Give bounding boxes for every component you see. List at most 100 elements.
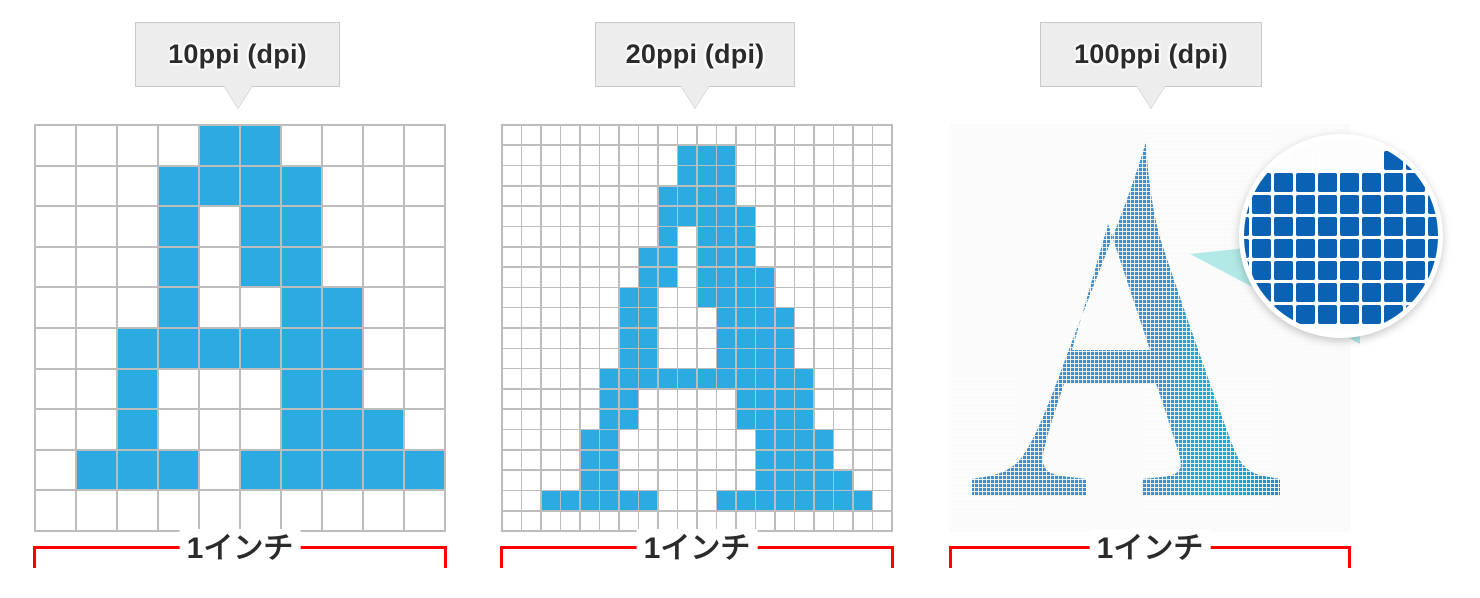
pixel-cell	[639, 369, 658, 389]
pixel-cell	[580, 491, 599, 511]
pixel-cell	[697, 450, 716, 470]
pixel-cell	[200, 410, 239, 449]
lens-pixel-cell	[1362, 217, 1381, 236]
pixel-cell	[873, 145, 892, 165]
pixel-cell	[619, 267, 638, 287]
pixel-cell	[502, 227, 521, 246]
pixel-cell	[580, 450, 599, 470]
pixel-cell	[364, 369, 403, 409]
lens-pixel-cell	[1428, 173, 1438, 192]
pixel-cell	[502, 369, 521, 389]
lens-pixel-cell	[1428, 151, 1438, 170]
pixel-cell	[717, 491, 736, 511]
lens-pixel-cell	[1252, 195, 1271, 214]
pixel-cell	[323, 491, 362, 530]
pixel-cell	[561, 511, 580, 531]
pixel-cell	[795, 349, 814, 368]
pixel-cell	[580, 288, 599, 307]
pixel-cell	[282, 328, 321, 368]
pixel-cell	[241, 288, 280, 327]
pixel-cell	[619, 166, 638, 185]
lens-pixel-cell	[1428, 195, 1438, 214]
pixel-cell	[775, 491, 794, 511]
lens-pixel-cell	[1296, 239, 1315, 258]
pixel-cell	[795, 308, 814, 328]
ruler-label-ppi-10: 1インチ	[179, 529, 301, 569]
pixel-cell	[873, 288, 892, 307]
lens-pixel-cell	[1318, 261, 1337, 280]
pixel-cell	[814, 471, 833, 490]
lens-pixel-cell	[1406, 283, 1425, 302]
pixel-cell	[853, 206, 872, 226]
pixel-cell	[717, 125, 736, 145]
pixel-cell	[736, 145, 755, 165]
pixel-cell	[36, 126, 75, 165]
pixel-cell	[834, 389, 853, 409]
pixel-cell	[814, 349, 833, 368]
pixel-cell	[658, 288, 677, 307]
lens-pixel-cell	[1406, 139, 1425, 148]
pixel-cell	[697, 227, 716, 246]
pixel-cell	[502, 328, 521, 348]
pixel-cell	[580, 267, 599, 287]
pixel-cell	[522, 145, 541, 165]
pixel-cell	[678, 288, 697, 307]
pixel-cell	[561, 328, 580, 348]
pixel-cell	[873, 267, 892, 287]
pixel-cell	[639, 430, 658, 450]
pixel-cell	[736, 166, 755, 185]
pixel-cell	[717, 349, 736, 368]
lens-pixel-cell	[1340, 139, 1359, 148]
lens-pixel-cell	[1384, 217, 1403, 236]
pixel-cell	[619, 145, 638, 165]
pixel-cell	[600, 227, 619, 246]
pixel-cell	[118, 491, 157, 530]
pixel-cell	[678, 430, 697, 450]
lens-pixel-cell	[1384, 327, 1403, 333]
lens-pixel-cell	[1428, 239, 1438, 258]
pixel-cell	[658, 308, 677, 328]
pixel-cell	[200, 491, 239, 530]
lens-pixel-cell	[1362, 139, 1381, 148]
pixel-cell	[678, 389, 697, 409]
pixel-cell	[580, 511, 599, 531]
pixel-cell	[658, 471, 677, 490]
pixel-cell	[619, 430, 638, 450]
pixel-cell	[364, 288, 403, 327]
lens-pixel-cell	[1252, 239, 1271, 258]
pixel-cell	[834, 450, 853, 470]
pixel-cell	[814, 369, 833, 389]
pixel-cell	[756, 511, 775, 531]
pixel-cell	[600, 186, 619, 206]
pixel-cell	[834, 491, 853, 511]
pixel-cell	[118, 450, 157, 490]
lens-pixel-cell	[1406, 239, 1425, 258]
pixel-cell	[873, 247, 892, 267]
pixel-cell	[561, 491, 580, 511]
pixel-cell	[756, 186, 775, 206]
lens-pixel-cell	[1318, 239, 1337, 258]
pixel-cell	[36, 491, 75, 530]
lens-pixel-cell	[1296, 195, 1315, 214]
pixel-cell	[600, 308, 619, 328]
pixel-cell	[795, 471, 814, 490]
pixel-cell	[853, 450, 872, 470]
pixel-cell	[639, 145, 658, 165]
pixel-cell	[619, 247, 638, 267]
pixel-cell	[323, 450, 362, 490]
pixel-cell	[36, 247, 75, 287]
pixel-cell	[541, 471, 560, 490]
pixel-cell	[502, 247, 521, 267]
lens-pixel-cell	[1406, 327, 1425, 333]
pixel-cell	[697, 491, 716, 511]
lens-pixel-cell	[1318, 151, 1337, 170]
pixel-cell	[678, 308, 697, 328]
pixel-cell	[580, 349, 599, 368]
pixel-cell	[658, 267, 677, 287]
pixel-cell	[364, 126, 403, 165]
pixel-cell	[873, 511, 892, 531]
pixel-cell	[795, 186, 814, 206]
pixel-cell	[853, 145, 872, 165]
pixel-cell	[600, 471, 619, 490]
pixel-cell	[541, 511, 560, 531]
